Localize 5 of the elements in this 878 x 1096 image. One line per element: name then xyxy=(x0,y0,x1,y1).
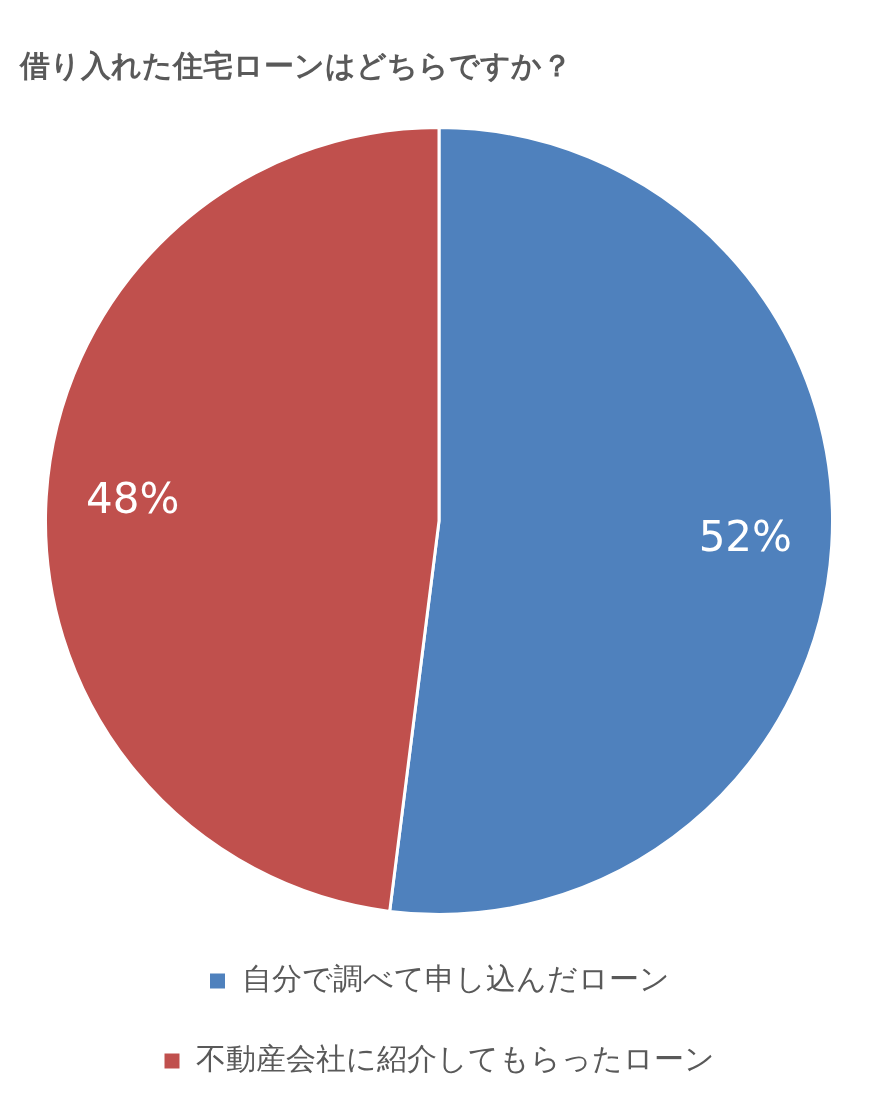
data-label: 52% xyxy=(698,512,792,562)
legend-label: 不動産会社に紹介してもらったローン xyxy=(196,1040,715,1076)
chart-title: 借り入れた住宅ローンはどちらですか？ xyxy=(19,47,572,83)
data-label: 48% xyxy=(86,473,180,523)
legend-label: 自分で調べて申し込んだローン xyxy=(241,960,670,996)
